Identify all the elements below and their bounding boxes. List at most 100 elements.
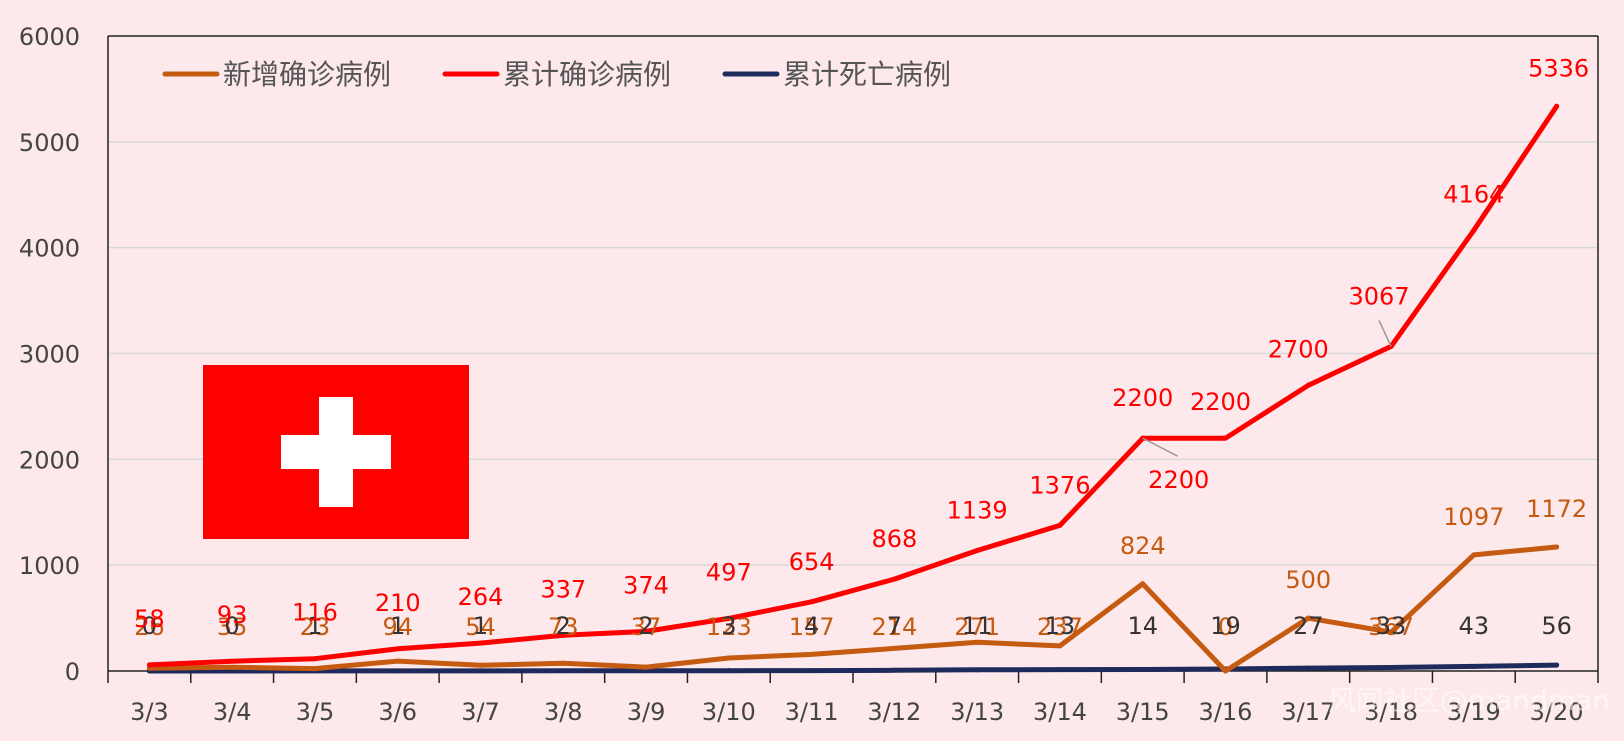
data-point: [1554, 544, 1560, 550]
y-tick-label: 6000: [19, 23, 80, 51]
data-point: [312, 656, 318, 662]
data-point: [478, 662, 483, 668]
flag-layer: [203, 365, 469, 539]
data-label-deaths: 13: [1045, 612, 1076, 640]
leader-line: [1142, 437, 1179, 457]
data-point: [478, 668, 483, 674]
data-label-deaths: 0: [225, 612, 240, 640]
data-label-deaths: 11: [962, 612, 993, 640]
x-tick-label: 3/19: [1447, 698, 1501, 726]
data-label-cumulative-extra: 2200: [1148, 466, 1209, 494]
x-tick-label: 3/11: [785, 698, 839, 726]
y-tick-label: 3000: [19, 341, 80, 369]
data-point: [395, 658, 401, 664]
y-tick-label: 4000: [19, 235, 80, 263]
watermark-layer: 风闻社区@mandman: [1328, 684, 1610, 717]
data-label-deaths: 1: [473, 612, 488, 640]
data-label-new: 0: [1218, 613, 1233, 641]
series-line-1: [146, 103, 1560, 668]
data-label-cumulative: 264: [458, 583, 504, 611]
data-point: [1223, 435, 1228, 441]
data-label-cumulative: 1139: [947, 496, 1008, 524]
x-tick-label: 3/17: [1281, 698, 1335, 726]
data-point: [891, 667, 897, 673]
series-layer: [146, 103, 1560, 674]
data-label-deaths: 27: [1293, 612, 1324, 640]
watermark-text: 风闻社区@mandman: [1328, 684, 1610, 717]
data-label-new: 1097: [1443, 503, 1504, 531]
data-point: [891, 576, 897, 582]
data-label-cumulative: 374: [623, 571, 669, 599]
legend-label: 新增确诊病例: [223, 58, 391, 91]
data-point: [1305, 665, 1311, 671]
data-label-cumulative: 1376: [1029, 471, 1090, 499]
x-tick-label: 3/10: [702, 698, 756, 726]
x-tick-label: 3/8: [544, 698, 583, 726]
data-point: [726, 655, 732, 661]
data-label-new: 23: [300, 613, 331, 641]
data-label-cumulative: 3067: [1349, 282, 1410, 310]
data-label-cumulative: 4164: [1443, 180, 1504, 208]
data-point: [1305, 382, 1311, 388]
data-point: [1471, 552, 1477, 558]
legend-label: 累计死亡病例: [783, 58, 951, 91]
data-point: [891, 645, 897, 651]
data-point: [1057, 643, 1063, 649]
data-label-deaths: 1: [390, 612, 405, 640]
x-tick-label: 3/14: [1033, 698, 1087, 726]
x-tick-label: 3/12: [867, 698, 921, 726]
data-label-new: 237: [1037, 613, 1083, 641]
data-point: [1140, 667, 1146, 673]
data-point: [229, 658, 235, 664]
y-tick-label: 0: [65, 658, 80, 686]
data-label-deaths: 0: [142, 612, 157, 640]
data-label-new: 367: [1368, 613, 1414, 641]
x-tick-label: 3/16: [1199, 698, 1253, 726]
data-label-new: 157: [789, 613, 835, 641]
data-label-new: 824: [1120, 532, 1166, 560]
data-label-deaths: 14: [1127, 612, 1158, 640]
data-label-cumulative: 5336: [1528, 54, 1589, 82]
data-label-new: 73: [548, 613, 579, 641]
data-point: [395, 646, 401, 652]
x-tick-label: 3/13: [950, 698, 1004, 726]
data-point: [312, 666, 318, 672]
leader-line: [1378, 320, 1392, 347]
data-point: [1554, 662, 1560, 668]
data-label-deaths: 19: [1210, 612, 1241, 640]
data-point: [1471, 663, 1477, 669]
data-point: [974, 639, 980, 645]
x-tick-label: 3/18: [1364, 698, 1418, 726]
data-label-deaths: 3: [721, 612, 736, 640]
data-point: [726, 615, 732, 621]
legend-label: 累计确诊病例: [503, 58, 671, 91]
data-label-new: 94: [382, 613, 413, 641]
data-label-deaths: 33: [1376, 612, 1407, 640]
label-layer: 26 35 23 94 54 73 37 123 157 214 271 23782405003671…: [134, 54, 1589, 641]
data-label-cumulative: 337: [540, 575, 586, 603]
data-point: [1140, 581, 1146, 587]
data-label-new: 37: [631, 613, 662, 641]
x-tick-label: 3/4: [213, 698, 252, 726]
data-label-cumulative: 497: [706, 558, 752, 586]
data-point: [1388, 629, 1394, 635]
x-tick-label: 3/20: [1530, 698, 1584, 726]
data-label-new: 271: [954, 613, 1000, 641]
data-point: [1305, 615, 1311, 621]
data-label-cumulative: 2700: [1268, 335, 1329, 363]
x-tick-label: 3/3: [130, 698, 169, 726]
y-tick-label: 2000: [19, 446, 80, 474]
data-point: [643, 664, 649, 670]
data-point: [809, 651, 815, 657]
data-point: [560, 668, 566, 674]
x-tick-label: 3/7: [461, 698, 500, 726]
data-point: [395, 668, 401, 674]
data-point: [726, 668, 732, 674]
data-label-cumulative: 116: [292, 599, 338, 627]
data-label-deaths: 2: [638, 612, 653, 640]
data-label-new: 123: [706, 613, 752, 641]
data-label-cumulative: 654: [789, 548, 835, 576]
data-label-cumulative: 93: [217, 601, 248, 629]
